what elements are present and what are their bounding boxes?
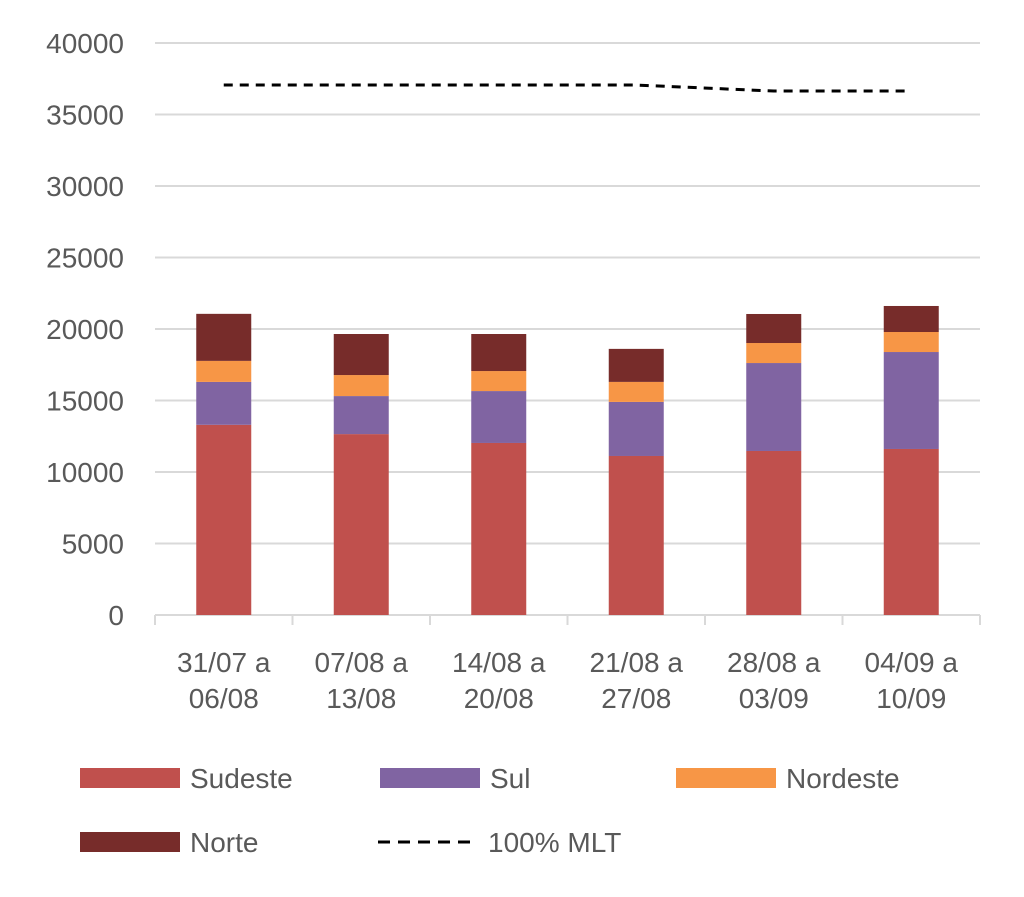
x-tick-label: 14/08 a	[452, 647, 546, 678]
bar-nordeste	[608, 381, 664, 402]
x-tick-label: 07/08 a	[315, 647, 409, 678]
x-tick-label: 20/08	[464, 683, 534, 714]
bar-nordeste	[746, 343, 802, 364]
bar-sudeste	[883, 448, 939, 615]
x-tick-label: 31/07 a	[177, 647, 271, 678]
y-tick-label: 15000	[46, 386, 124, 417]
y-tick-label: 40000	[46, 28, 124, 59]
x-tick-label: 21/08 a	[590, 647, 684, 678]
x-tick-label: 03/09	[739, 683, 809, 714]
x-tick-label: 06/08	[189, 683, 259, 714]
y-tick-label: 20000	[46, 314, 124, 345]
y-tick-label: 35000	[46, 100, 124, 131]
bar-nordeste	[333, 375, 389, 397]
x-tick-label: 28/08 a	[727, 647, 821, 678]
y-tick-label: 5000	[62, 529, 124, 560]
bar-sudeste	[746, 450, 802, 615]
legend-label: Sudeste	[190, 763, 293, 794]
bar-norte	[333, 334, 389, 376]
x-tick-label: 10/09	[876, 683, 946, 714]
x-tick-label: 27/08	[601, 683, 671, 714]
bar-nordeste	[883, 332, 939, 353]
bar-sudeste	[196, 424, 252, 615]
legend-swatch	[80, 768, 180, 788]
bar-norte	[608, 348, 664, 382]
legend-label: Sul	[490, 763, 530, 794]
bar-nordeste	[196, 360, 252, 382]
bar-norte	[196, 313, 252, 361]
bar-sul	[196, 381, 252, 425]
mlt-line	[223, 83, 912, 93]
y-tick-label: 30000	[46, 171, 124, 202]
legend-label: Nordeste	[786, 763, 900, 794]
y-tick-label: 0	[108, 600, 124, 631]
x-tick-label: 04/09 a	[865, 647, 959, 678]
bar-sudeste	[608, 455, 664, 615]
bar-norte	[883, 305, 939, 333]
legend-label: Norte	[190, 827, 258, 858]
legend-swatch	[380, 768, 480, 788]
y-tick-label: 25000	[46, 243, 124, 274]
bar-nordeste	[471, 371, 527, 392]
bar-sul	[471, 391, 527, 443]
bar-sul	[746, 363, 802, 451]
x-tick-label: 13/08	[326, 683, 396, 714]
y-tick-label: 10000	[46, 457, 124, 488]
bar-sudeste	[333, 434, 389, 615]
legend-swatch	[80, 832, 180, 852]
legend-swatch	[676, 768, 776, 788]
bar-norte	[746, 313, 802, 344]
bar-sul	[608, 401, 664, 456]
legend-label: 100% MLT	[488, 827, 621, 858]
bar-sul	[333, 396, 389, 435]
bar-norte	[471, 334, 527, 372]
bar-sul	[883, 352, 939, 449]
bar-sudeste	[471, 442, 527, 615]
